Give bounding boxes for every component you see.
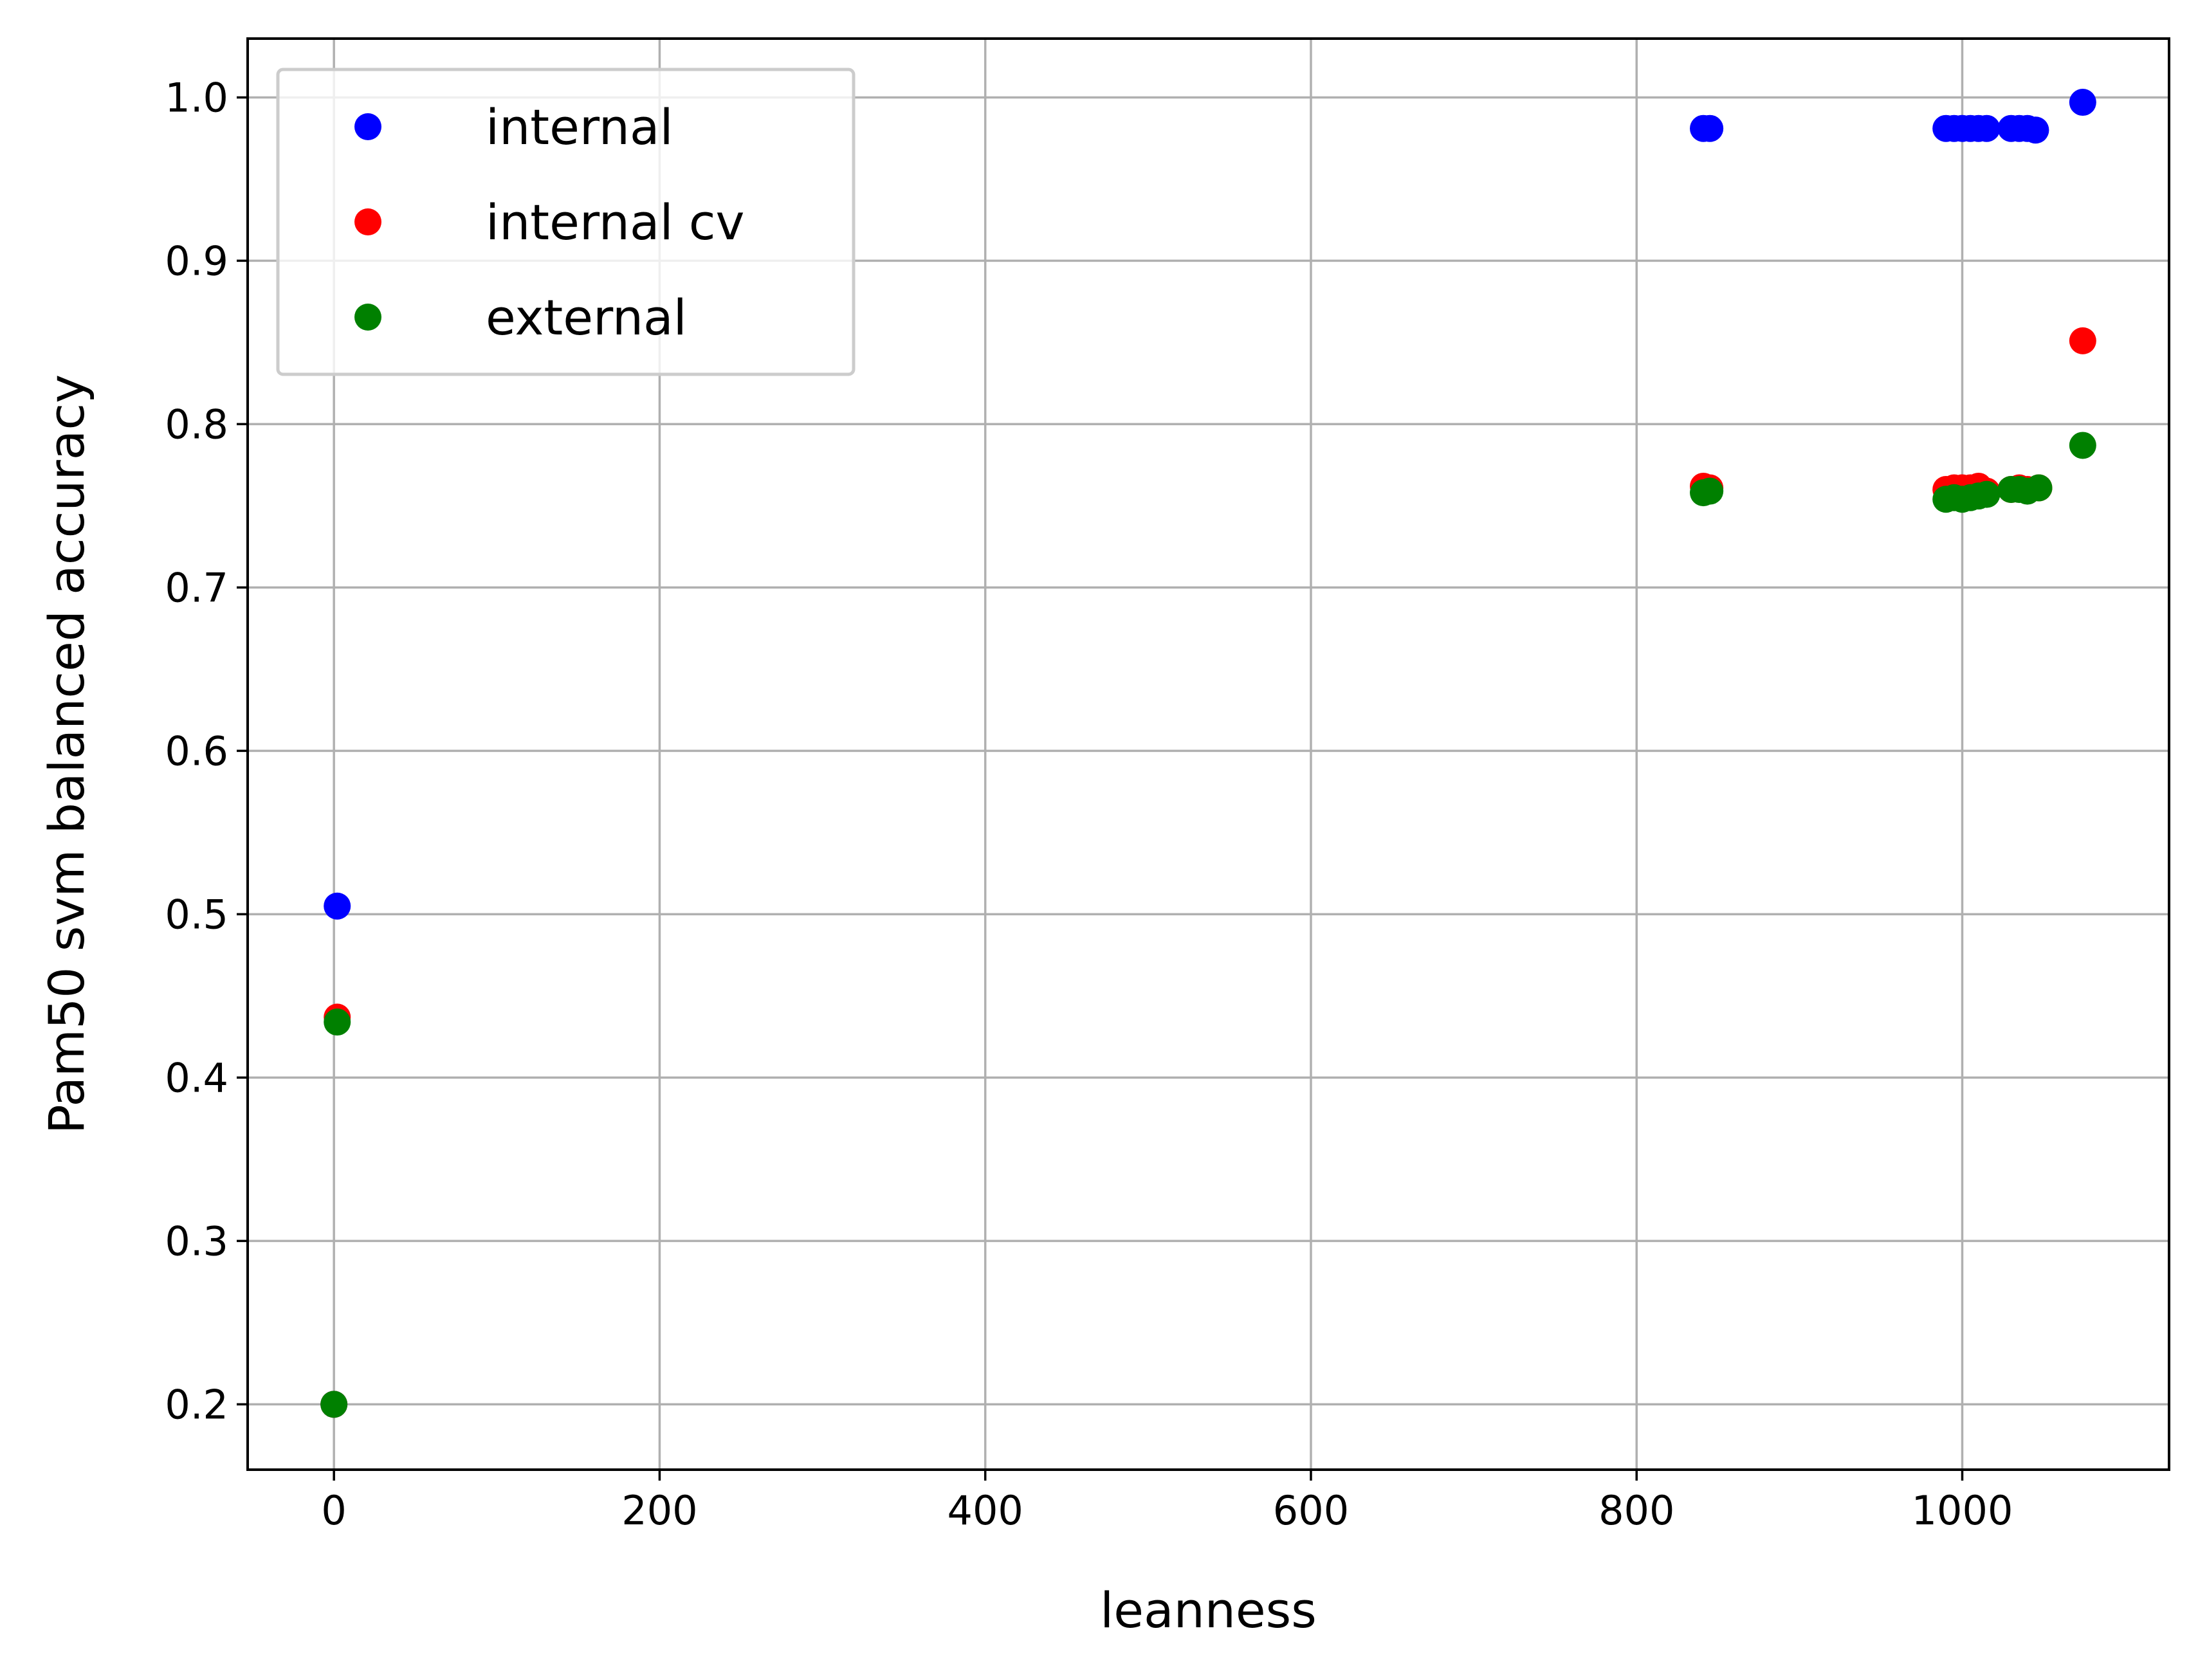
data-point [2069,89,2096,116]
data-point [1973,114,2001,142]
data-point [2025,474,2053,502]
y-tick-label: 0.5 [165,891,228,938]
data-point [1696,114,1724,142]
data-point [2069,432,2096,459]
grid-lines [248,39,2169,1470]
data-point [1973,480,2001,508]
plot-frame [246,37,2170,1471]
data-points [320,89,2096,1418]
data-point [2022,116,2049,144]
data-point [1696,477,1724,505]
y-tick-label: 1.0 [165,74,228,121]
data-point [324,892,351,920]
y-tick-label: 0.8 [165,401,228,448]
series-external [320,432,2096,1418]
legend-marker [354,208,381,235]
x-tick-label: 200 [621,1487,697,1534]
y-tick-label: 0.3 [165,1218,228,1265]
y-tick-label: 0.6 [165,727,228,774]
legend-box [276,68,856,376]
y-axis-ticks: 0.2 0.3 0.4 0.5 0.6 0.7 0.8 0.9 1.0 [165,74,248,1428]
data-point [2069,327,2096,354]
series-internal [320,89,2096,1418]
legend-label: external [486,289,687,346]
x-tick-label: 1000 [1912,1487,2013,1534]
legend-label: internal cv [486,194,745,251]
y-tick-label: 0.7 [165,564,228,611]
y-tick-label: 0.4 [165,1054,228,1101]
legend-marker [354,113,381,140]
x-tick-label: 0 [321,1487,346,1534]
y-tick-label: 0.2 [165,1381,228,1428]
x-tick-label: 400 [948,1487,1023,1534]
x-axis-ticks: 0 200 400 600 800 1000 [321,1470,2013,1534]
data-point [324,1009,351,1036]
y-tick-label: 0.9 [165,237,228,284]
legend-marker [354,304,381,331]
x-axis-label: leanness [1100,1582,1317,1639]
y-axis-label: Pam50 svm balanced accuracy [38,374,95,1134]
x-tick-label: 600 [1273,1487,1349,1534]
data-point [320,1391,348,1418]
legend: internal internal cv external [276,68,856,376]
x-tick-label: 800 [1598,1487,1674,1534]
legend-label: internal [486,98,673,156]
